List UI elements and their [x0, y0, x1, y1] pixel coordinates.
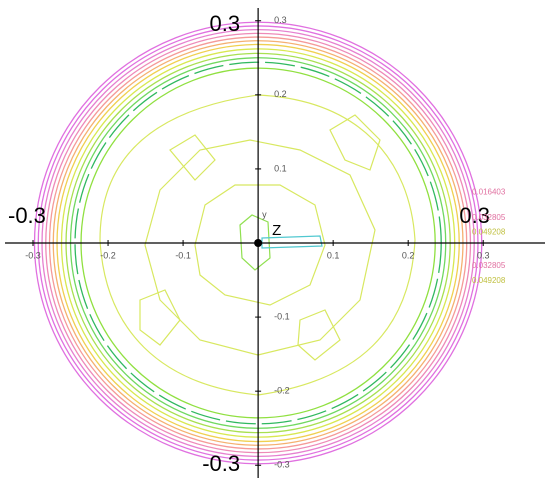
contour-label: 0.016403 [472, 188, 506, 197]
y-tick-label: 0.2 [274, 89, 287, 99]
axis-name: Z [272, 222, 281, 239]
x-tick-label: 0.2 [402, 250, 415, 260]
contour-line [99, 94, 416, 396]
axis-end-label: -0.3 [202, 451, 240, 476]
x-tick-label: -0.3 [25, 250, 41, 260]
contour-label: 0.032805 [472, 213, 506, 222]
y-tick-label: -0.1 [274, 311, 290, 321]
contour-line [329, 114, 381, 171]
inner-contours [99, 94, 416, 396]
axis-end-label: 0.3 [210, 11, 241, 36]
y-tick-label: 0.1 [274, 163, 287, 173]
y-tick-label: 0.3 [274, 15, 287, 25]
contour-line [169, 134, 216, 181]
contour-line [239, 214, 271, 271]
contour-line [297, 309, 341, 361]
y-tick-label: -0.2 [274, 386, 290, 396]
x-tick-label: 0.3 [477, 250, 490, 260]
contour-line [261, 235, 323, 249]
x-tick-label: -0.1 [175, 250, 191, 260]
axis-name: y [262, 209, 267, 219]
contour-label: 0.032805 [472, 261, 506, 270]
x-tick-label: 0.1 [327, 250, 340, 260]
axis-end-label: -0.3 [8, 203, 46, 228]
contour-line [194, 184, 326, 306]
x-tick-label: -0.2 [100, 250, 116, 260]
contour-label: 0.049208 [472, 228, 506, 237]
y-tick-label: -0.3 [274, 460, 290, 470]
origin-dot [254, 239, 263, 247]
axis-end-label: 0.3 [459, 203, 490, 228]
contour-label: 0.049208 [472, 276, 506, 285]
contour-line [144, 139, 376, 356]
contour-line [139, 289, 181, 346]
